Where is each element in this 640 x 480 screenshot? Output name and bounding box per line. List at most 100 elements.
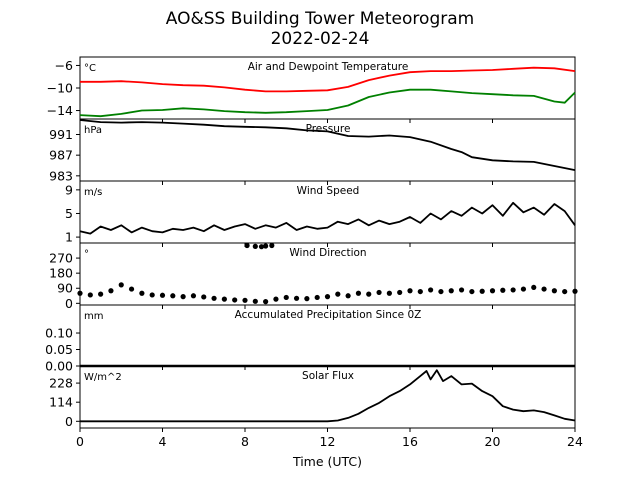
unit-label: hPa xyxy=(84,125,102,136)
chart-title-line1: AO&SS Building Tower Meteorogram xyxy=(166,9,474,29)
wind-direction-point xyxy=(355,290,362,296)
panel-title: Accumulated Precipitation Since 0Z xyxy=(235,309,422,321)
y-tick-label: 0.05 xyxy=(45,342,73,357)
wind-direction-point xyxy=(269,242,275,249)
y-tick-label: 5 xyxy=(65,206,73,221)
series-line-temperature xyxy=(80,66,576,93)
wind-direction-point xyxy=(448,288,454,294)
series-line-dewpoint xyxy=(79,88,576,118)
wind-direction-point xyxy=(551,288,557,294)
unit-label: °C xyxy=(84,63,96,74)
x-tick-label: 0 xyxy=(76,434,84,449)
unit-label: ° xyxy=(84,249,89,260)
panel-title: Pressure xyxy=(306,123,351,135)
wind-direction-point xyxy=(242,297,248,303)
x-tick-label: 20 xyxy=(485,434,501,449)
wind-direction-point xyxy=(345,293,351,299)
y-tick-label: 987 xyxy=(49,148,73,163)
wind-direction-point xyxy=(479,288,485,294)
y-tick-label: 0 xyxy=(65,296,73,311)
wind-direction-point xyxy=(170,293,176,299)
y-tick-label: 0.00 xyxy=(45,359,73,374)
x-tick-label: 4 xyxy=(159,434,167,449)
panel-wind-speed: 1 5 9 m/s Wind Speed xyxy=(65,180,576,247)
chart-title-date: 2022-02-24 xyxy=(271,29,370,49)
x-tick-label: 24 xyxy=(567,434,583,449)
panel-title: Air and Dewpoint Temperature xyxy=(248,61,409,73)
wind-direction-point xyxy=(428,287,434,293)
y-tick-label: 228 xyxy=(49,376,73,391)
wind-direction-point xyxy=(376,289,382,296)
wind-direction-point xyxy=(510,287,516,293)
wind-direction-point xyxy=(438,288,444,295)
wind-direction-point xyxy=(386,290,392,296)
y-tick-label: 114 xyxy=(49,395,73,410)
wind-direction-point xyxy=(201,294,207,300)
y-tick-label: 180 xyxy=(49,266,73,281)
wind-direction-point xyxy=(87,292,93,298)
wind-direction-point xyxy=(397,289,403,296)
wind-direction-point xyxy=(366,291,372,297)
y-tick-label: 0 xyxy=(65,414,73,429)
wind-direction-point xyxy=(190,293,197,299)
wind-direction-point xyxy=(263,243,269,249)
wind-direction-point xyxy=(252,298,258,304)
wind-direction-point xyxy=(283,294,289,301)
y-tick-label: −10 xyxy=(47,81,73,96)
x-axis: 0 4 8 12 16 20 24 xyxy=(76,434,583,449)
wind-direction-point xyxy=(314,294,320,301)
wind-direction-point xyxy=(77,290,83,296)
wind-direction-point xyxy=(149,292,155,298)
wind-direction-point xyxy=(221,296,227,302)
wind-direction-point xyxy=(159,292,166,298)
wind-direction-point xyxy=(273,296,279,302)
wind-direction-point xyxy=(520,286,527,292)
wind-direction-point xyxy=(417,288,423,295)
y-tick-label: −14 xyxy=(47,103,73,118)
y-tick-label: 0.10 xyxy=(45,326,73,341)
wind-direction-point xyxy=(108,288,114,294)
series-line-solar-flux xyxy=(80,369,576,423)
x-tick-label: 12 xyxy=(320,434,336,449)
wind-direction-point xyxy=(489,288,496,294)
wind-direction-point xyxy=(500,287,506,293)
wind-direction-point xyxy=(232,297,238,303)
panel-title: Solar Flux xyxy=(302,370,354,382)
y-tick-label: 983 xyxy=(49,168,73,183)
y-tick-label: 1 xyxy=(65,230,73,245)
x-tick-label: 16 xyxy=(402,434,418,449)
wind-direction-point xyxy=(180,294,186,300)
wind-direction-point xyxy=(562,288,568,295)
wind-direction-point xyxy=(252,243,258,249)
wind-direction-point xyxy=(118,282,124,288)
wind-direction-point xyxy=(541,286,547,292)
x-axis-label: Time (UTC) xyxy=(292,454,362,469)
wind-direction-point xyxy=(293,295,300,301)
panel-accumulated-precipitation-since-0z: 0.00 0.050.10 mm Accumulated Precipitation … xyxy=(45,304,576,374)
wind-direction-point xyxy=(458,287,465,293)
y-tick-label: 991 xyxy=(49,127,73,142)
y-tick-label: 270 xyxy=(49,251,73,266)
unit-label: mm xyxy=(84,311,103,322)
wind-direction-point xyxy=(304,296,310,302)
wind-direction-point xyxy=(335,291,341,297)
panel-air-and-dewpoint-temperature: −14 −10 −6 °C Air and Dewpoint Temperature xyxy=(47,56,576,123)
wind-direction-point xyxy=(572,288,578,294)
wind-direction-point xyxy=(469,288,475,295)
x-tick-label: 8 xyxy=(241,434,249,449)
wind-direction-point xyxy=(263,299,269,305)
y-tick-label: 90 xyxy=(57,281,73,296)
panel-title: Wind Direction xyxy=(289,247,366,259)
unit-label: W/m^2 xyxy=(84,372,122,383)
wind-direction-point xyxy=(258,244,265,250)
panel-pressure: 983 987 991 hPa Pressure xyxy=(49,118,576,185)
wind-direction-point xyxy=(244,242,250,249)
y-tick-label: 9 xyxy=(65,182,73,197)
panel-solar-flux: 0 114 228 W/m^2 Solar Flux xyxy=(49,365,576,432)
y-tick-label: −6 xyxy=(55,58,73,73)
panels: −14 −10 −6 °C Air and Dewpoint Temperature 98… xyxy=(45,56,578,432)
wind-direction-point xyxy=(211,295,217,301)
wind-direction-point xyxy=(324,294,331,300)
